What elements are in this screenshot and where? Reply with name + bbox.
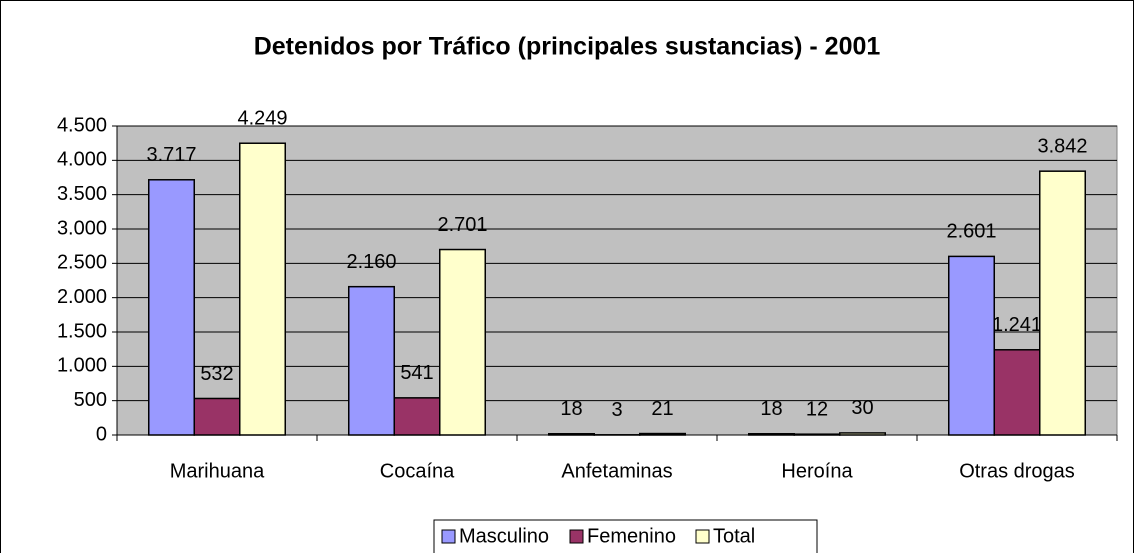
y-tick-label: 3.000 [57, 217, 107, 239]
data-label: 2.160 [346, 251, 396, 273]
legend-box [433, 519, 818, 553]
data-label: 532 [200, 363, 233, 385]
legend-swatch [695, 529, 710, 544]
bar [193, 397, 241, 436]
bar [839, 432, 886, 436]
bar [348, 285, 395, 436]
data-label: 1.241 [992, 314, 1042, 336]
bar [548, 433, 595, 436]
data-label: 4.249 [237, 108, 287, 130]
bar [993, 349, 1041, 436]
x-tick-label: Otras drogas [959, 460, 1075, 482]
bar [1039, 170, 1086, 436]
y-tick-label: 1.000 [57, 355, 107, 377]
data-label: 18 [560, 398, 582, 420]
x-tick-label: Cocaína [380, 460, 455, 482]
bar [793, 433, 841, 436]
bar [748, 433, 795, 436]
legend-label: Masculino [459, 525, 549, 547]
data-label: 12 [806, 398, 828, 420]
data-label: 2.701 [437, 214, 487, 236]
data-label: 3 [611, 399, 622, 421]
data-label: 18 [760, 398, 782, 420]
legend-label: Total [713, 525, 755, 547]
chart-title: Detenidos por Tráfico (principales susta… [254, 33, 881, 61]
y-tick-label: 0 [96, 423, 107, 445]
legend-swatch [569, 529, 584, 544]
data-label: 541 [400, 362, 433, 384]
x-tick-label: Anfetaminas [561, 460, 672, 482]
x-tick-label: Heroína [781, 460, 853, 482]
bar [148, 179, 195, 436]
bar [239, 142, 286, 436]
y-tick-label: 500 [74, 389, 107, 411]
data-label: 3.717 [146, 144, 196, 166]
x-tick-label: Marihuana [170, 460, 265, 482]
y-tick-label: 4.500 [57, 114, 107, 136]
y-tick-label: 4.000 [57, 149, 107, 171]
bar [439, 248, 486, 436]
bar [639, 432, 686, 436]
legend-swatch [441, 529, 456, 544]
y-tick-label: 1.500 [57, 320, 107, 342]
bar [393, 397, 441, 436]
legend-label: Femenino [587, 525, 676, 547]
data-label: 21 [651, 398, 673, 420]
y-tick-label: 2.000 [57, 286, 107, 308]
y-tick-label: 3.500 [57, 183, 107, 205]
data-label: 30 [851, 397, 873, 419]
y-tick-label: 2.500 [57, 252, 107, 274]
data-label: 2.601 [946, 221, 996, 243]
data-label: 3.842 [1037, 135, 1087, 157]
bar [948, 255, 995, 436]
